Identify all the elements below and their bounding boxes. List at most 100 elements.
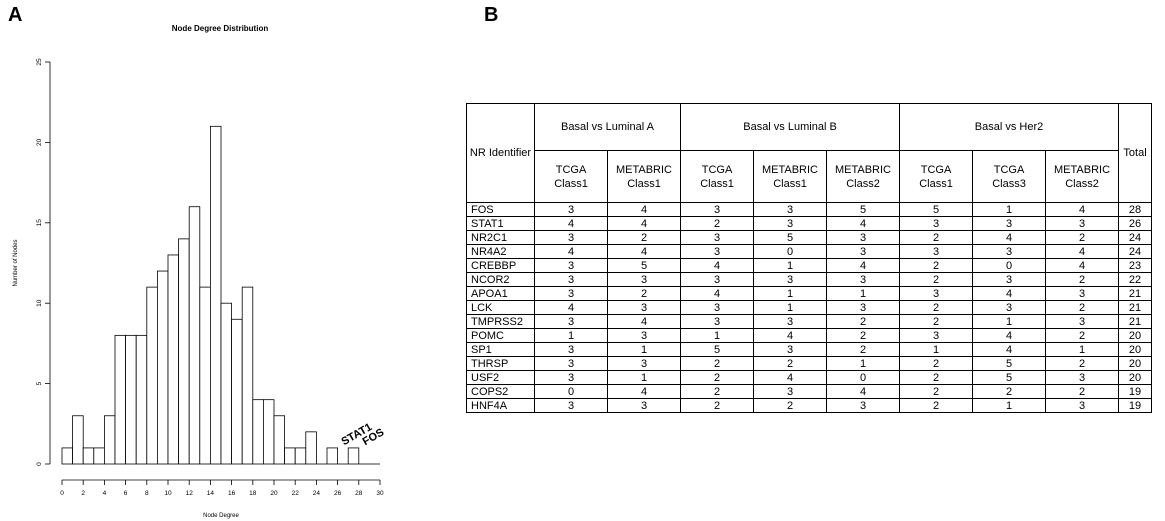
count-cell: 5 — [972, 370, 1047, 385]
subheader-source: METABRIC — [1054, 163, 1111, 176]
count-cell: 3 — [753, 216, 827, 231]
total-cell: 23 — [1118, 258, 1153, 273]
subheader: TCGA Class1 — [534, 150, 608, 203]
x-tick-label: 4 — [103, 490, 107, 497]
count-cell: 3 — [534, 258, 608, 273]
count-cell: 4 — [607, 314, 681, 329]
nr-table: NR Identifier Basal vs Luminal A Basal v… — [466, 103, 1153, 413]
subheader-class: Class1 — [773, 177, 807, 190]
count-cell: 3 — [680, 244, 754, 259]
count-cell: 2 — [899, 258, 974, 273]
count-cell: 4 — [825, 216, 901, 231]
count-cell: 3 — [534, 230, 608, 245]
count-cell: 2 — [899, 398, 974, 413]
count-cell: 2 — [753, 356, 827, 371]
count-cell: 4 — [972, 328, 1047, 343]
histogram-bar — [284, 447, 296, 465]
subheader-class: Class1 — [554, 177, 588, 190]
histogram-bar — [167, 254, 179, 465]
count-cell: 5 — [899, 202, 974, 217]
count-cell: 1 — [825, 356, 901, 371]
count-cell: 3 — [753, 342, 827, 357]
count-cell: 2 — [680, 370, 754, 385]
nr-identifier-cell: CREBBP — [466, 258, 535, 273]
count-cell: 3 — [1045, 398, 1120, 413]
histogram-bar — [146, 286, 158, 465]
x-tick-label: 26 — [334, 490, 342, 497]
subheader-class: Class3 — [992, 177, 1026, 190]
nr-identifier-cell: COPS2 — [466, 384, 535, 399]
x-tick-label: 22 — [292, 490, 300, 497]
x-tick-label: 2 — [81, 490, 85, 497]
histogram-bar — [72, 415, 84, 465]
count-cell: 0 — [825, 370, 901, 385]
total-cell: 21 — [1118, 286, 1153, 301]
count-cell: 4 — [1045, 202, 1120, 217]
count-cell: 3 — [534, 356, 608, 371]
count-cell: 3 — [825, 272, 901, 287]
total-cell: 20 — [1118, 370, 1153, 385]
count-cell: 1 — [607, 342, 681, 357]
bars-group — [61, 125, 380, 465]
nr-identifier-cell: HNF4A — [466, 398, 535, 413]
count-cell: 3 — [753, 314, 827, 329]
total-cell: 26 — [1118, 216, 1153, 231]
nr-identifier-cell: TMPRSS2 — [466, 314, 535, 329]
subheader-class: Class2 — [1065, 177, 1099, 190]
x-tick-label: 12 — [186, 490, 194, 497]
count-cell: 5 — [680, 342, 754, 357]
nr-identifier-cell: LCK — [466, 300, 535, 315]
x-axis: 0 2 4 6 8 10 12 14 16 18 20 22 24 26 28 30 — [60, 479, 384, 497]
subheader: METABRIC Class1 — [753, 150, 827, 203]
count-cell: 3 — [607, 272, 681, 287]
count-cell: 2 — [1045, 384, 1120, 399]
count-cell: 3 — [899, 244, 974, 259]
count-cell: 3 — [825, 300, 901, 315]
count-cell: 2 — [680, 356, 754, 371]
count-cell: 2 — [680, 398, 754, 413]
subheader-source: METABRIC — [834, 163, 892, 176]
x-axis-label: Node Degree — [203, 513, 239, 519]
y-tick-label: 5 — [36, 381, 43, 385]
histogram-bar — [114, 334, 126, 465]
count-cell: 3 — [680, 202, 754, 217]
count-cell: 2 — [899, 370, 974, 385]
table-row: NR2C1 3 2 3 5 3 2 4 2 24 — [466, 230, 1153, 245]
subheader-source: TCGA — [993, 163, 1025, 176]
count-cell: 5 — [972, 356, 1047, 371]
count-cell: 1 — [972, 202, 1047, 217]
y-tick-label: 20 — [36, 138, 43, 146]
count-cell: 3 — [753, 384, 827, 399]
x-tick-label: 8 — [145, 490, 149, 497]
header-group-luminal-a: Basal vs Luminal A — [534, 103, 681, 151]
count-cell: 3 — [680, 272, 754, 287]
count-cell: 4 — [607, 244, 681, 259]
count-cell: 1 — [972, 314, 1047, 329]
table-row: USF2 3 1 2 4 0 2 5 3 20 — [466, 370, 1153, 385]
count-cell: 1 — [825, 286, 901, 301]
count-cell: 3 — [534, 314, 608, 329]
total-cell: 24 — [1118, 230, 1153, 245]
histogram-bar — [241, 286, 254, 465]
x-tick-label: 6 — [124, 490, 128, 497]
nr-identifier-cell: NCOR2 — [466, 272, 535, 287]
count-cell: 5 — [825, 202, 901, 217]
table-row: FOS 3 4 3 3 5 5 1 4 28 — [466, 202, 1153, 217]
count-cell: 3 — [607, 398, 681, 413]
histogram-bar — [178, 238, 190, 465]
count-cell: 0 — [972, 258, 1047, 273]
histogram-bar — [188, 206, 201, 465]
histogram-bar — [104, 415, 116, 465]
subheader-source: TCGA — [920, 163, 952, 176]
count-cell: 2 — [1045, 272, 1120, 287]
x-tick-label: 16 — [228, 490, 236, 497]
nr-identifier-cell: USF2 — [466, 370, 535, 385]
count-cell: 1 — [899, 342, 974, 357]
total-cell: 19 — [1118, 384, 1153, 399]
y-axis: 0 5 10 15 20 25 — [36, 58, 51, 466]
total-cell: 21 — [1118, 314, 1153, 329]
count-cell: 3 — [972, 216, 1047, 231]
subheader-source: TCGA — [701, 163, 733, 176]
x-tick-label: 24 — [313, 490, 321, 497]
